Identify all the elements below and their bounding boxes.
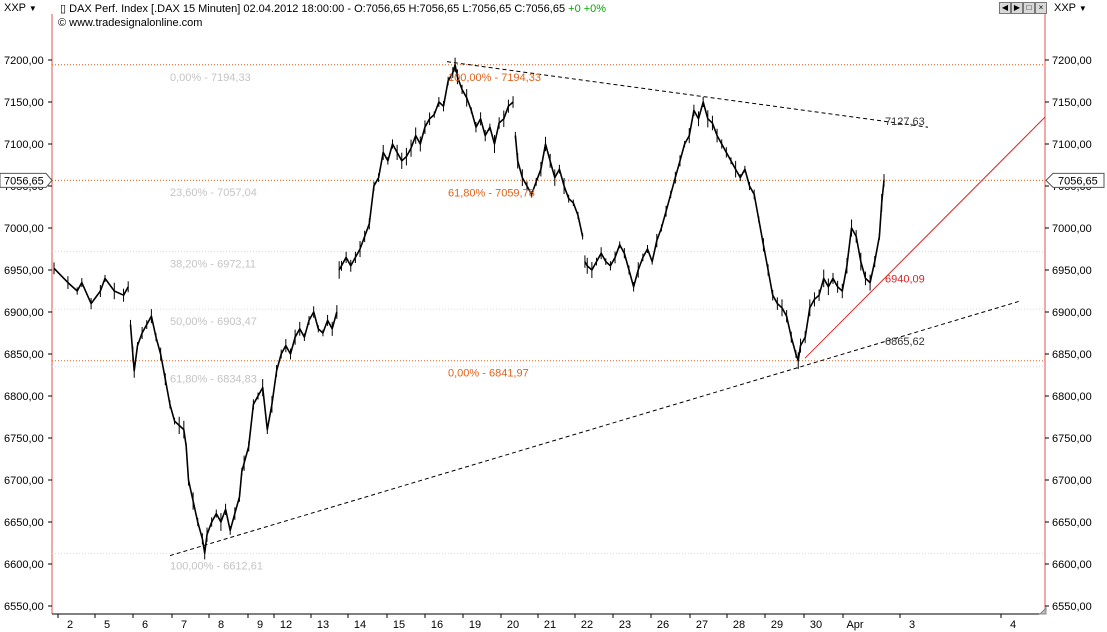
- x-tick-label: 14: [354, 619, 366, 631]
- title-text: DAX Perf. Index [.DAX 15 Minuten] 02.04.…: [69, 3, 566, 15]
- close-icon[interactable]: ×: [1035, 2, 1047, 14]
- x-tick-label: 22: [581, 619, 593, 631]
- x-tick-label: 4: [1010, 619, 1016, 631]
- red-support-trendline: [804, 116, 1046, 359]
- maximize-icon[interactable]: □: [1023, 2, 1035, 14]
- x-tick-label: 20: [507, 619, 519, 631]
- x-tick-label: 5: [104, 619, 110, 631]
- change-text: +0 +0%: [568, 3, 607, 15]
- y-tick-label-right: 6650,00: [1052, 517, 1092, 529]
- fib-grey-label: 0,00% - 7194,33: [170, 72, 251, 84]
- x-tick-label: 13: [317, 619, 329, 631]
- fib-grey-label: 50,00% - 6903,47: [170, 316, 257, 328]
- header-symbol-right[interactable]: XXP ▼: [1054, 2, 1087, 14]
- x-tick-label: 28: [733, 619, 745, 631]
- y-tick-label-left: 7150,00: [4, 97, 44, 109]
- upper-trendline-value-label: 7127,63: [885, 116, 925, 128]
- y-tick-label-right: 6900,00: [1052, 307, 1092, 319]
- lower-support-trendline: [169, 300, 1021, 557]
- y-tick-label-left: 6800,00: [4, 391, 44, 403]
- x-tick-label: 9: [257, 619, 263, 631]
- title-bar: ▯ DAX Perf. Index [.DAX 15 Minuten] 02.0…: [60, 2, 606, 15]
- y-tick-label-left: 6550,00: [4, 601, 44, 613]
- x-tick-label: 29: [771, 619, 783, 631]
- last-price-marker-left: [0, 172, 53, 188]
- y-tick-label-left: 6850,00: [4, 349, 44, 361]
- y-tick-label-right: 6550,00: [1052, 601, 1092, 613]
- last-price-label-right: 7056,65: [1058, 175, 1098, 187]
- x-tick-label: 8: [218, 619, 224, 631]
- y-tick-label-right: 6950,00: [1052, 265, 1092, 277]
- x-tick-label: 7: [181, 619, 187, 631]
- y-tick-label-left: 7100,00: [4, 139, 44, 151]
- x-tick-label: Apr: [846, 619, 863, 631]
- fib-grey-label: 23,60% - 7057,04: [170, 187, 257, 199]
- resize-grip-icon: [1038, 606, 1047, 615]
- fib-orange-label: 100,00% - 7194,33: [448, 72, 541, 84]
- symbol-left-label: XXP: [4, 2, 26, 14]
- x-tick-label: 27: [696, 619, 708, 631]
- source-label: www.tradesignalonline.com: [69, 17, 203, 29]
- x-tick-label: 6: [142, 619, 148, 631]
- fib-grey-label: 61,80% - 6834,83: [170, 374, 257, 386]
- menu-right-icon[interactable]: ▼: [1078, 4, 1087, 13]
- x-tick-label: 15: [393, 619, 405, 631]
- chart-type-icon: ▯: [60, 3, 67, 15]
- y-tick-label-left: 7200,00: [4, 55, 44, 67]
- symbol-right-label: XXP: [1054, 2, 1076, 14]
- price-series-line: [53, 64, 885, 554]
- y-tick-label-right: 6600,00: [1052, 559, 1092, 571]
- x-tick-label: 2: [67, 619, 73, 631]
- fib-grey-label: 100,00% - 6612,61: [170, 560, 263, 572]
- y-tick-label-right: 7100,00: [1052, 139, 1092, 151]
- y-tick-label-left: 6600,00: [4, 559, 44, 571]
- y-tick-label-left: 6950,00: [4, 265, 44, 277]
- last-price-label-left: 7056,65: [4, 175, 44, 187]
- header-symbol-left[interactable]: XXP ▼: [4, 2, 37, 14]
- fib-grey-label: 38,20% - 6972,11: [170, 258, 256, 270]
- y-tick-label-right: 6850,00: [1052, 349, 1092, 361]
- support-value-label: 6940,09: [885, 273, 925, 285]
- copyright-icon: ©: [58, 17, 67, 29]
- y-tick-label-right: 6750,00: [1052, 433, 1092, 445]
- x-tick-label: 30: [810, 619, 822, 631]
- x-tick-label: 12: [280, 619, 292, 631]
- x-tick-label: 3: [909, 619, 915, 631]
- y-tick-label-right: 6800,00: [1052, 391, 1092, 403]
- y-tick-label-left: 6650,00: [4, 517, 44, 529]
- fib-orange-label: 61,80% - 7059,78: [448, 187, 535, 199]
- y-tick-label-left: 6750,00: [4, 433, 44, 445]
- menu-icon[interactable]: ▼: [28, 4, 37, 13]
- lower-trendline-value-label: 6865,62: [885, 336, 925, 348]
- y-tick-label-left: 7000,00: [4, 223, 44, 235]
- x-tick-label: 21: [544, 619, 556, 631]
- y-tick-label-right: 7000,00: [1052, 223, 1092, 235]
- x-tick-label: 16: [431, 619, 443, 631]
- fib-orange-label: 0,00% - 6841,97: [448, 368, 529, 380]
- upper-resistance-trendline: [446, 61, 929, 128]
- y-tick-label-right: 7200,00: [1052, 55, 1092, 67]
- y-tick-label-left: 6900,00: [4, 307, 44, 319]
- y-tick-label-left: 6700,00: [4, 475, 44, 487]
- source-line: © www.tradesignalonline.com: [58, 17, 202, 29]
- nav-left-icon[interactable]: ◀: [999, 2, 1011, 14]
- x-tick-label: 23: [619, 619, 631, 631]
- y-tick-label-right: 6700,00: [1052, 475, 1092, 487]
- x-tick-label: 19: [469, 619, 481, 631]
- last-price-marker-right: [1045, 172, 1105, 188]
- x-tick-label: 26: [657, 619, 669, 631]
- nav-right-icon[interactable]: ▶: [1011, 2, 1023, 14]
- y-tick-label-right: 7150,00: [1052, 97, 1092, 109]
